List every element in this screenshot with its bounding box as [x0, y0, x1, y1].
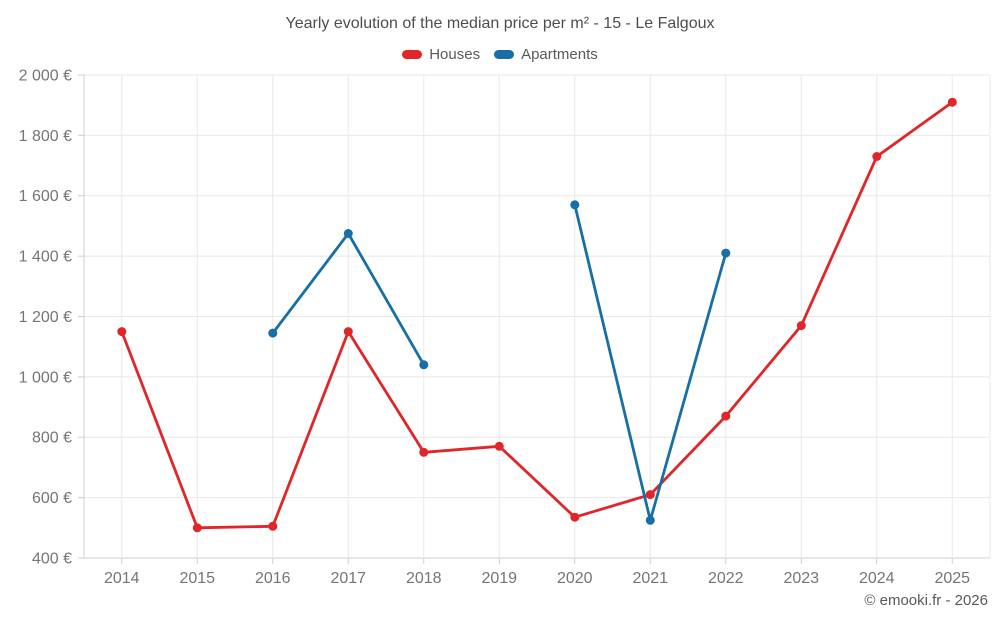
legend-item-houses[interactable]: Houses	[402, 46, 480, 63]
data-point-houses-2025[interactable]	[947, 97, 957, 107]
x-axis-label: 2022	[708, 570, 744, 587]
data-point-apartments-2018[interactable]	[419, 360, 429, 370]
data-point-houses-2021[interactable]	[645, 490, 655, 500]
data-point-houses-2016[interactable]	[268, 521, 278, 531]
x-axis-label: 2015	[179, 570, 215, 587]
x-axis-label: 2020	[557, 570, 593, 587]
x-axis-label: 2024	[859, 570, 895, 587]
y-axis-label: 1 800 €	[19, 128, 72, 145]
series-line-houses	[120, 100, 954, 530]
chart-legend: Houses Apartments	[0, 46, 1000, 63]
data-point-apartments-2022[interactable]	[721, 248, 731, 258]
x-axis-label: 2021	[632, 570, 668, 587]
x-axis-label: 2023	[783, 570, 819, 587]
x-axis-label: 2019	[481, 570, 517, 587]
legend-label: Houses	[429, 46, 481, 63]
y-axis-label: 1 200 €	[19, 309, 72, 326]
y-axis-label: 1 000 €	[19, 369, 72, 386]
data-point-apartments-2021[interactable]	[645, 515, 655, 525]
data-point-houses-2022[interactable]	[721, 411, 731, 421]
x-axis-label: 2016	[255, 570, 291, 587]
data-point-houses-2023[interactable]	[796, 321, 806, 331]
data-point-apartments-2020[interactable]	[570, 200, 580, 210]
data-point-apartments-2017[interactable]	[343, 229, 353, 238]
y-axis-label: 800 €	[32, 430, 72, 447]
x-axis-label: 2014	[104, 570, 140, 587]
attribution-text: © emooki.fr - 2026	[864, 592, 988, 609]
data-point-houses-2024[interactable]	[872, 152, 882, 161]
data-point-houses-2015[interactable]	[192, 523, 202, 533]
chart-title: Yearly evolution of the median price per…	[285, 15, 715, 32]
y-axis-label: 2 000 €	[19, 67, 72, 84]
x-axis-label: 2018	[406, 570, 442, 587]
legend-swatch-icon	[494, 50, 515, 59]
data-point-apartments-2016[interactable]	[268, 328, 278, 338]
data-point-houses-2019[interactable]	[494, 441, 504, 451]
y-axis-label: 1 400 €	[19, 249, 72, 266]
x-axis-label: 2017	[330, 570, 366, 587]
y-axis-label: 400 €	[32, 550, 72, 567]
data-point-houses-2018[interactable]	[419, 447, 429, 457]
y-axis-label: 600 €	[32, 490, 72, 507]
y-axis-label: 1 600 €	[19, 188, 72, 205]
legend-swatch-icon	[402, 50, 423, 59]
legend-item-apartments[interactable]: Apartments	[494, 46, 598, 63]
data-point-houses-2014[interactable]	[117, 327, 127, 337]
legend-label: Apartments	[521, 46, 598, 63]
data-point-houses-2017[interactable]	[343, 327, 353, 337]
x-axis-label: 2025	[934, 570, 970, 587]
data-point-houses-2020[interactable]	[570, 512, 580, 522]
